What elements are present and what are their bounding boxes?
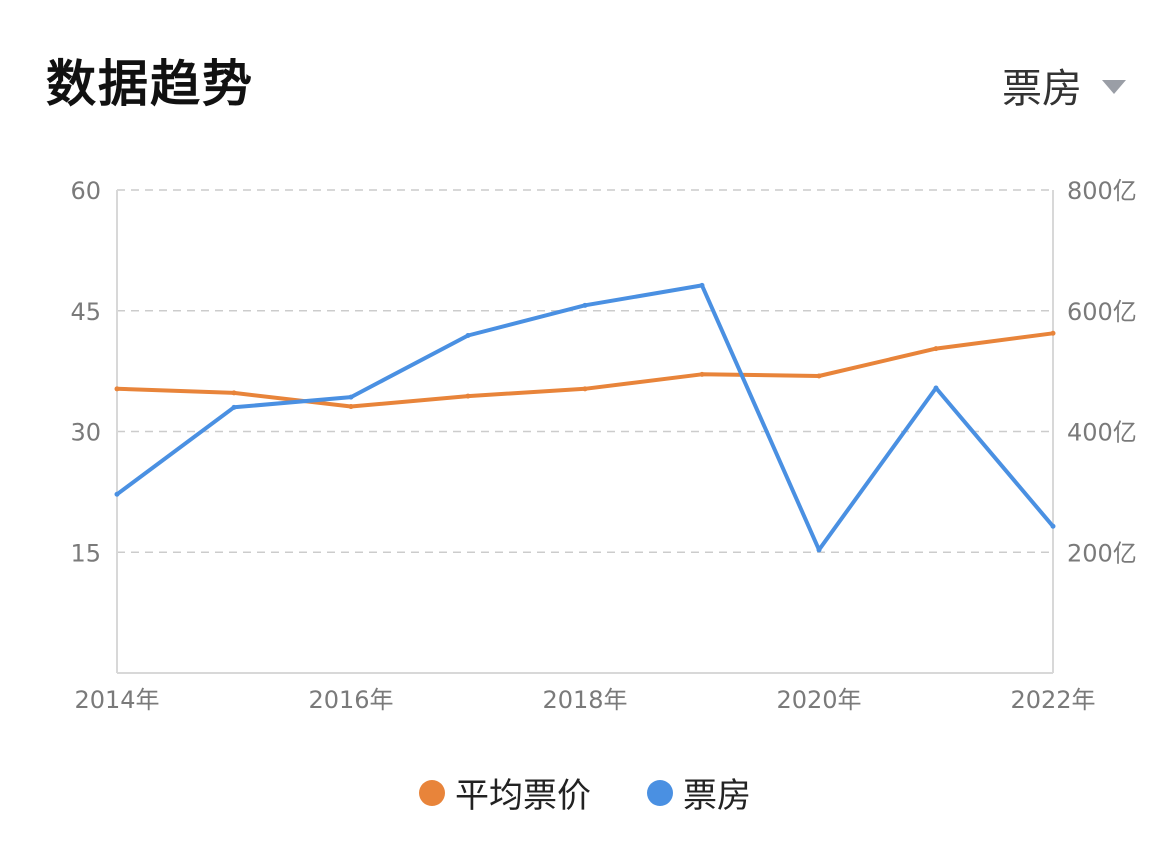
x-tick-label: 2016年 bbox=[308, 686, 393, 714]
data-point-box-office bbox=[816, 547, 822, 553]
x-tick-label: 2022年 bbox=[1010, 686, 1095, 714]
data-point-avg-price bbox=[1050, 330, 1056, 336]
data-point-avg-price bbox=[582, 386, 588, 392]
chart-legend: 平均票价 票房 bbox=[0, 768, 1170, 817]
y-left-tick-label: 30 bbox=[70, 419, 101, 447]
data-point-avg-price bbox=[231, 390, 237, 396]
legend-item-avg-price[interactable]: 平均票价 bbox=[419, 768, 591, 817]
y-right-tick-label: 800亿 bbox=[1067, 177, 1137, 205]
page-title: 数据趋势 bbox=[46, 55, 254, 113]
data-point-avg-price bbox=[933, 346, 939, 352]
data-point-box-office bbox=[933, 385, 939, 391]
y-right-tick-label: 200亿 bbox=[1067, 539, 1137, 567]
data-point-avg-price bbox=[816, 373, 822, 379]
series-lines bbox=[114, 282, 1056, 553]
x-tick-label: 2014年 bbox=[74, 686, 159, 714]
data-point-avg-price bbox=[699, 371, 705, 377]
chart-axes bbox=[116, 190, 1054, 674]
metric-dropdown-value: 票房 bbox=[1002, 66, 1082, 112]
y-left-tick-label: 15 bbox=[70, 539, 101, 567]
legend-dot-box-office bbox=[647, 779, 673, 806]
series-line-avg-price bbox=[115, 331, 1055, 409]
series-line-box-office bbox=[115, 283, 1055, 552]
legend-label-avg-price: 平均票价 bbox=[455, 776, 591, 816]
caret-down-icon bbox=[1102, 80, 1126, 94]
data-point-box-office bbox=[699, 282, 705, 288]
y-left-tick-label: 45 bbox=[70, 298, 101, 326]
legend-label-box-office: 票房 bbox=[683, 776, 751, 816]
grid-lines bbox=[117, 189, 1053, 553]
legend-dot-avg-price bbox=[419, 779, 445, 806]
y-right-tick-label: 600亿 bbox=[1067, 298, 1137, 326]
y-right-tick-label: 400亿 bbox=[1067, 419, 1137, 447]
data-point-avg-price bbox=[348, 404, 354, 410]
data-point-box-office bbox=[465, 333, 471, 339]
data-point-box-office bbox=[1050, 523, 1056, 529]
metric-dropdown[interactable]: 票房 bbox=[1002, 56, 1126, 114]
x-tick-label: 2020年 bbox=[776, 686, 861, 714]
tick-labels: 15 30 45 60 200亿 400亿 600亿 800亿 2014年 2016年 2018年 2… bbox=[70, 177, 1136, 714]
data-point-box-office bbox=[582, 302, 588, 308]
data-point-avg-price bbox=[465, 393, 471, 399]
y-left-tick-label: 60 bbox=[70, 177, 101, 205]
data-point-box-office bbox=[114, 491, 120, 497]
data-point-avg-price bbox=[114, 386, 120, 392]
data-point-box-office bbox=[348, 394, 354, 400]
data-point-box-office bbox=[231, 404, 237, 410]
legend-item-box-office[interactable]: 票房 bbox=[647, 768, 751, 817]
x-tick-label: 2018年 bbox=[542, 686, 627, 714]
